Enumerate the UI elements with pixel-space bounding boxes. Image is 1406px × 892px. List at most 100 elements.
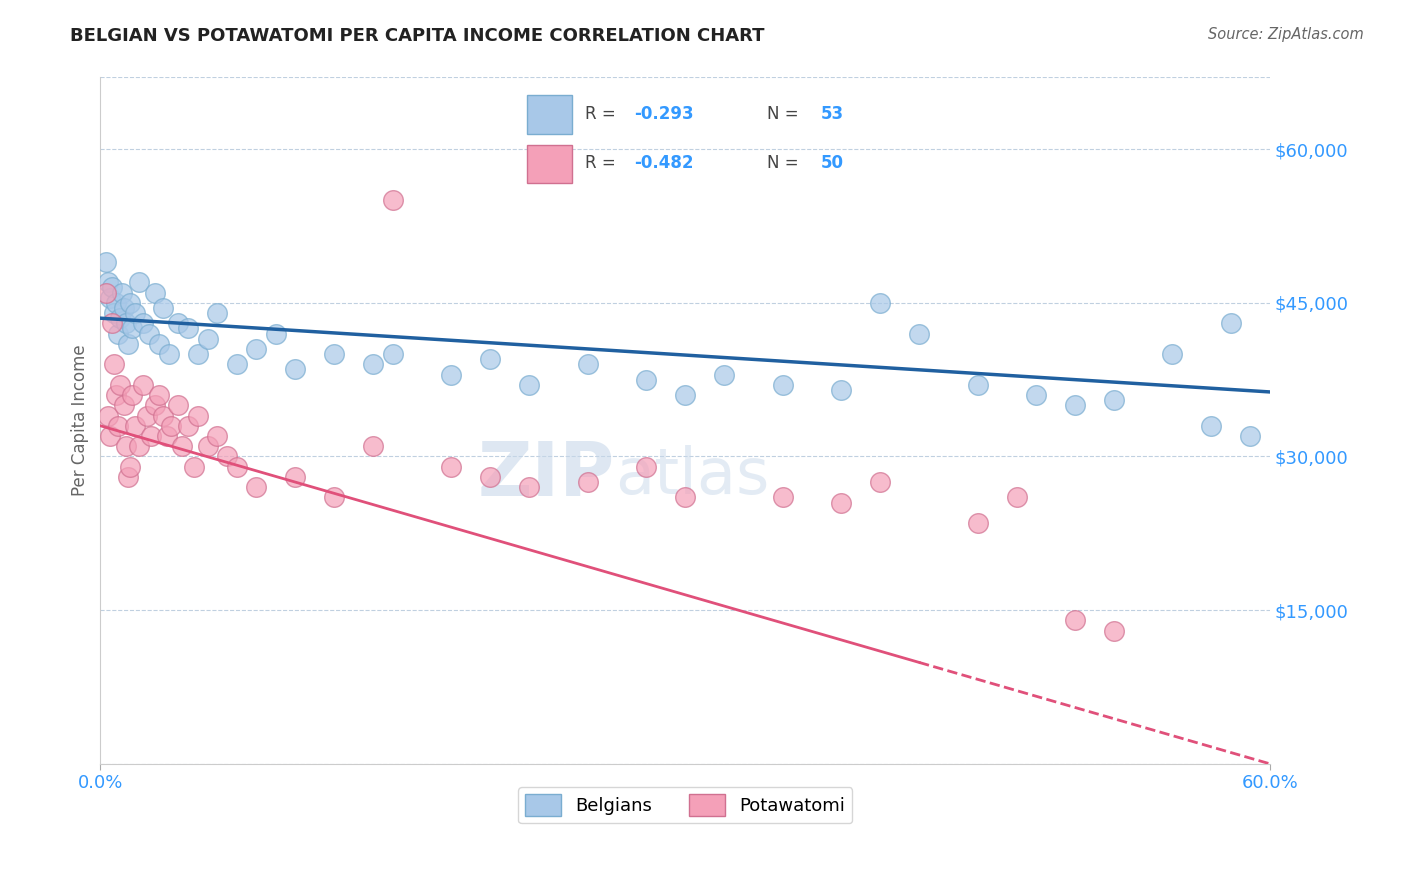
Point	[118, 295, 141, 310]
Point	[101, 316, 124, 330]
Point	[148, 336, 170, 351]
Point	[636, 459, 658, 474]
Point	[132, 316, 155, 330]
Point	[361, 439, 384, 453]
Point	[148, 388, 170, 402]
Point	[121, 321, 143, 335]
Point	[323, 347, 346, 361]
Point	[1064, 398, 1087, 412]
Point	[1102, 393, 1125, 408]
Text: BELGIAN VS POTAWATOMI PER CAPITA INCOME CORRELATION CHART: BELGIAN VS POTAWATOMI PER CAPITA INCOME …	[70, 27, 765, 45]
Point	[673, 491, 696, 505]
Point	[187, 409, 209, 423]
Point	[124, 306, 146, 320]
Point	[207, 306, 229, 320]
Point	[152, 409, 174, 423]
Point	[673, 388, 696, 402]
Point	[103, 357, 125, 371]
Point	[517, 480, 540, 494]
Point	[157, 347, 180, 361]
Point	[132, 377, 155, 392]
Point	[636, 373, 658, 387]
Point	[112, 398, 135, 412]
Point	[108, 311, 131, 326]
Y-axis label: Per Capita Income: Per Capita Income	[72, 345, 89, 497]
Point	[225, 357, 247, 371]
Point	[172, 439, 194, 453]
Point	[215, 450, 238, 464]
Legend: Belgians, Potawatomi: Belgians, Potawatomi	[517, 787, 852, 823]
Point	[177, 321, 200, 335]
Point	[197, 332, 219, 346]
Point	[440, 459, 463, 474]
Text: atlas: atlas	[614, 444, 769, 507]
Point	[830, 495, 852, 509]
Point	[440, 368, 463, 382]
Point	[284, 362, 307, 376]
Point	[323, 491, 346, 505]
Point	[167, 316, 190, 330]
Point	[772, 491, 794, 505]
Point	[966, 377, 988, 392]
Point	[772, 377, 794, 392]
Point	[517, 377, 540, 392]
Point	[118, 459, 141, 474]
Point	[479, 352, 502, 367]
Point	[869, 475, 891, 489]
Point	[128, 276, 150, 290]
Point	[713, 368, 735, 382]
Point	[96, 255, 118, 269]
Point	[101, 280, 124, 294]
Point	[361, 357, 384, 371]
Point	[381, 194, 404, 208]
Point	[1239, 429, 1261, 443]
Point	[1025, 388, 1047, 402]
Point	[114, 439, 136, 453]
Point	[136, 409, 159, 423]
Point	[103, 306, 125, 320]
Point	[225, 459, 247, 474]
Point	[139, 429, 162, 443]
Point	[1102, 624, 1125, 638]
Text: Source: ZipAtlas.com: Source: ZipAtlas.com	[1208, 27, 1364, 42]
Point	[167, 398, 190, 412]
Point	[264, 326, 287, 341]
Point	[1201, 418, 1223, 433]
Point	[1005, 491, 1028, 505]
Point	[138, 326, 160, 341]
Point	[117, 470, 139, 484]
Point	[111, 285, 134, 300]
Point	[479, 470, 502, 484]
Point	[156, 429, 179, 443]
Point	[245, 480, 267, 494]
Point	[108, 377, 131, 392]
Point	[159, 418, 181, 433]
Point	[143, 398, 166, 412]
Point	[104, 295, 127, 310]
Point	[1064, 614, 1087, 628]
Point	[128, 439, 150, 453]
Point	[177, 418, 200, 433]
Point	[245, 342, 267, 356]
Point	[152, 301, 174, 315]
Point	[104, 388, 127, 402]
Point	[97, 409, 120, 423]
Point	[114, 316, 136, 330]
Point	[117, 336, 139, 351]
Point	[197, 439, 219, 453]
Text: ZIP: ZIP	[478, 439, 614, 512]
Point	[284, 470, 307, 484]
Point	[98, 429, 121, 443]
Point	[381, 347, 404, 361]
Point	[576, 357, 599, 371]
Point	[121, 388, 143, 402]
Point	[143, 285, 166, 300]
Point	[98, 291, 121, 305]
Point	[1161, 347, 1184, 361]
Point	[96, 285, 118, 300]
Point	[830, 383, 852, 397]
Point	[869, 295, 891, 310]
Point	[1220, 316, 1243, 330]
Point	[576, 475, 599, 489]
Point	[207, 429, 229, 443]
